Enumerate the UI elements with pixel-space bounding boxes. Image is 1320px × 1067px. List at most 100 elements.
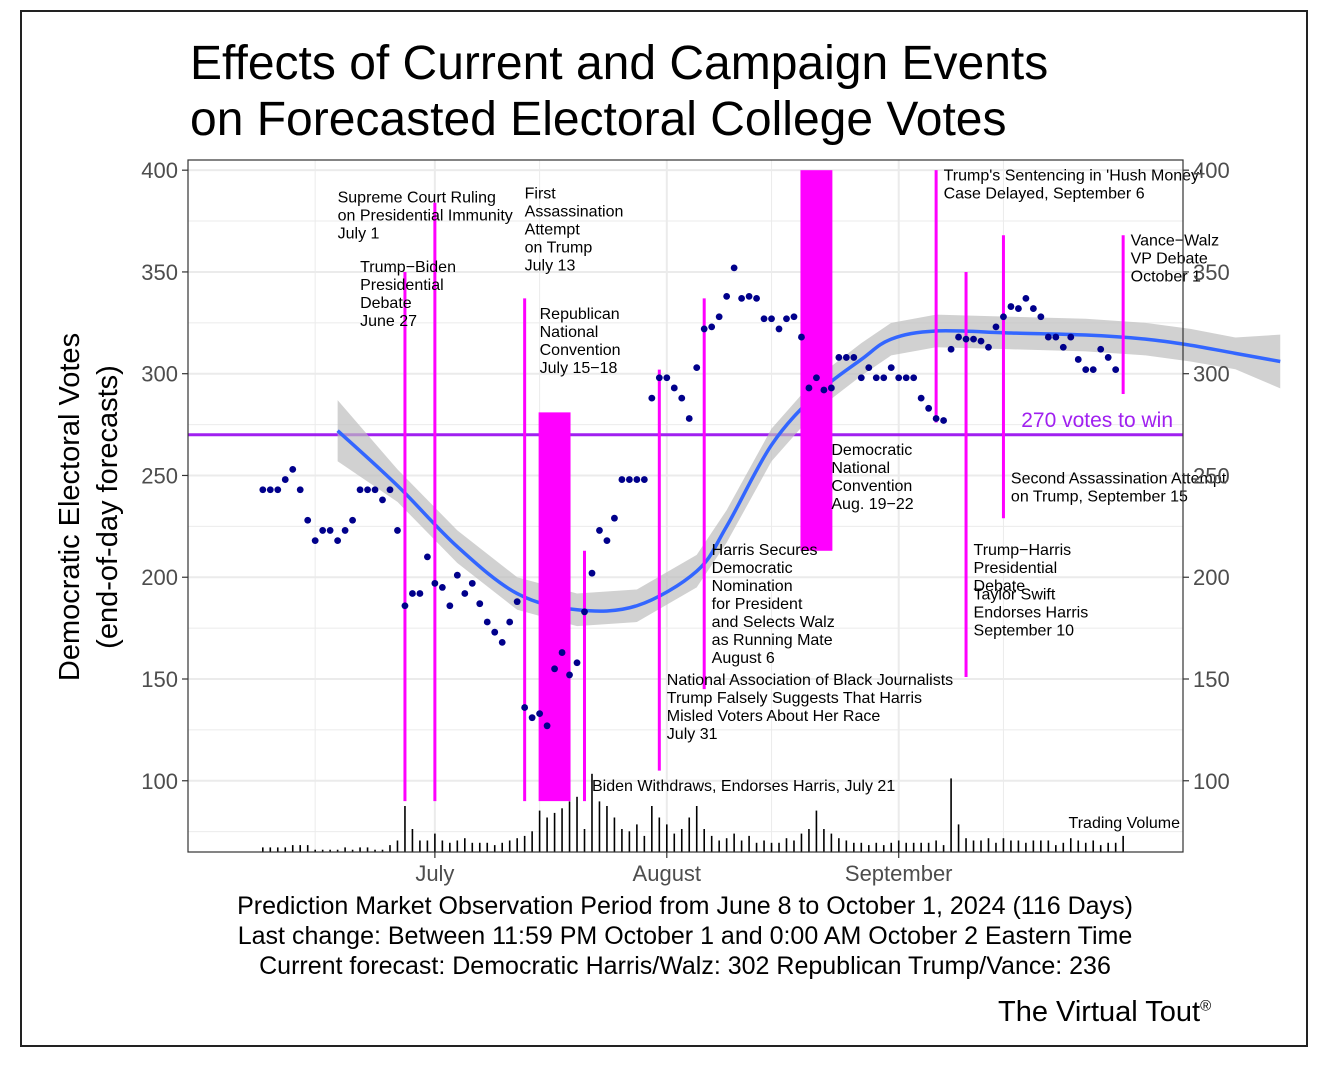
y-tick-label-right: 150 (1193, 667, 1230, 692)
event-annotation-line: as Running Mate (712, 632, 833, 649)
event-annotation-line: Misled Voters About Her Race (667, 708, 881, 725)
data-point (311, 537, 319, 544)
footer-current-forecast: Current forecast: Democratic Harris/Walz… (259, 952, 1111, 980)
event-annotation-line: Assassination (525, 204, 624, 221)
data-point (902, 374, 910, 382)
data-point (506, 618, 514, 626)
event-annotation-line: Supreme Court Ruling (338, 190, 496, 207)
event-annotation-line: Vance−Walz (1131, 232, 1219, 249)
event-annotation-line: VP Debate (1131, 250, 1208, 267)
event-annotation: Biden Withdraws, Endorses Harris, July 2… (592, 778, 895, 795)
data-point (513, 598, 521, 606)
data-point (783, 315, 790, 323)
data-point (416, 590, 424, 597)
event-annotation-line: September 10 (974, 623, 1075, 640)
data-point (625, 476, 633, 483)
event-annotation-line: Trump−Biden (360, 259, 456, 276)
data-point (850, 354, 858, 361)
data-point (618, 476, 626, 483)
data-point (409, 590, 416, 597)
event-annotation-line: Second Assassination Attempt (1011, 471, 1227, 488)
event-annotation: Supreme Court Ruling on Presidential Immu… (338, 190, 513, 243)
data-point (289, 465, 297, 473)
event-annotation-line: First (525, 186, 557, 203)
event-annotation-line: Biden Withdraws, Endorses Harris, July 2… (592, 778, 895, 795)
data-point (266, 486, 274, 494)
data-point (917, 394, 925, 402)
y-tick-label-right: 250 (1193, 463, 1230, 488)
event-annotation-line: July 1 (338, 226, 380, 243)
data-point (423, 553, 431, 561)
data-point (1082, 366, 1090, 374)
data-point (1067, 333, 1075, 341)
data-point (386, 486, 394, 494)
event-annotation-line: on Trump (525, 240, 593, 257)
data-point (798, 333, 805, 341)
event-annotation-line: Debate (360, 295, 412, 312)
event-annotation-line: Attempt (525, 222, 581, 239)
data-point (790, 313, 798, 321)
event-annotation-line: Democratic (712, 560, 793, 577)
footer-last-change: Last change: Between 11:59 PM October 1 … (237, 922, 1133, 950)
event-annotation: Trump's Sentencing in 'Hush Money' Case D… (944, 167, 1202, 202)
data-point (603, 537, 611, 544)
event-annotation-line: Democratic (831, 442, 912, 459)
data-point (259, 486, 267, 494)
y-axis-title-line2: (end-of-day forecasts) (92, 365, 124, 649)
y-tick-label-left: 400 (141, 158, 178, 183)
event-annotation-line: on Presidential Immunity (338, 208, 513, 225)
chart-title-line1: Effects of Current and Campaign Events (190, 37, 1049, 90)
data-point (827, 384, 835, 392)
event-annotation-line: July 31 (667, 726, 718, 743)
data-point (685, 415, 693, 422)
data-point (940, 417, 948, 424)
event-annotation-line: August 6 (712, 650, 775, 667)
event-annotation: Trump−Biden Presidential Debate June 27 (360, 259, 456, 330)
brand-logo: The Virtual Tout® (998, 996, 1211, 1029)
data-point (446, 602, 454, 610)
x-tick-label: August (633, 861, 702, 886)
event-annotation: Second Assassination Attempt on Trump, Se… (1011, 471, 1227, 506)
data-point (640, 476, 648, 483)
data-point (985, 343, 992, 351)
data-point (663, 374, 671, 382)
event-annotation-line: on Trump, September 15 (1011, 489, 1188, 506)
data-point (962, 335, 970, 343)
data-point (880, 374, 888, 382)
data-point (1029, 305, 1037, 312)
event-annotation-line: for President (712, 596, 803, 613)
data-point (498, 638, 506, 646)
event-annotation-line: July 13 (525, 258, 576, 275)
event-annotation-line: National (540, 324, 599, 341)
data-point (775, 325, 783, 333)
data-point (723, 292, 731, 300)
data-point (865, 364, 873, 371)
data-point (341, 527, 349, 534)
data-point (1059, 343, 1067, 351)
data-point (977, 337, 985, 345)
data-point (693, 364, 701, 371)
event-annotation-line: June 27 (360, 313, 417, 330)
chart-title-line2: on Forecasted Electoral College Votes (190, 93, 1007, 146)
data-point (304, 516, 312, 524)
event-annotation-line: Convention (831, 478, 912, 495)
y-tick-label-left: 250 (141, 463, 178, 488)
data-point (453, 571, 461, 579)
data-point (700, 325, 708, 333)
data-point (438, 584, 446, 591)
y-tick-label-left: 200 (141, 565, 178, 590)
event-annotation-line: Republican (540, 306, 620, 323)
y-axis-title-line1: Democratic Electoral Votes (54, 333, 86, 681)
data-point (356, 486, 364, 494)
event-annotation-line: Presidential (360, 277, 444, 294)
data-point (281, 476, 289, 483)
data-point (708, 323, 716, 331)
event-annotation-line: Trump−Harris (974, 542, 1072, 559)
data-point (573, 659, 581, 667)
event-annotation-line: Trump's Sentencing in 'Hush Money' (944, 167, 1202, 184)
data-point (947, 345, 955, 353)
data-point (955, 333, 962, 341)
data-point (596, 527, 603, 534)
data-point (813, 374, 820, 382)
